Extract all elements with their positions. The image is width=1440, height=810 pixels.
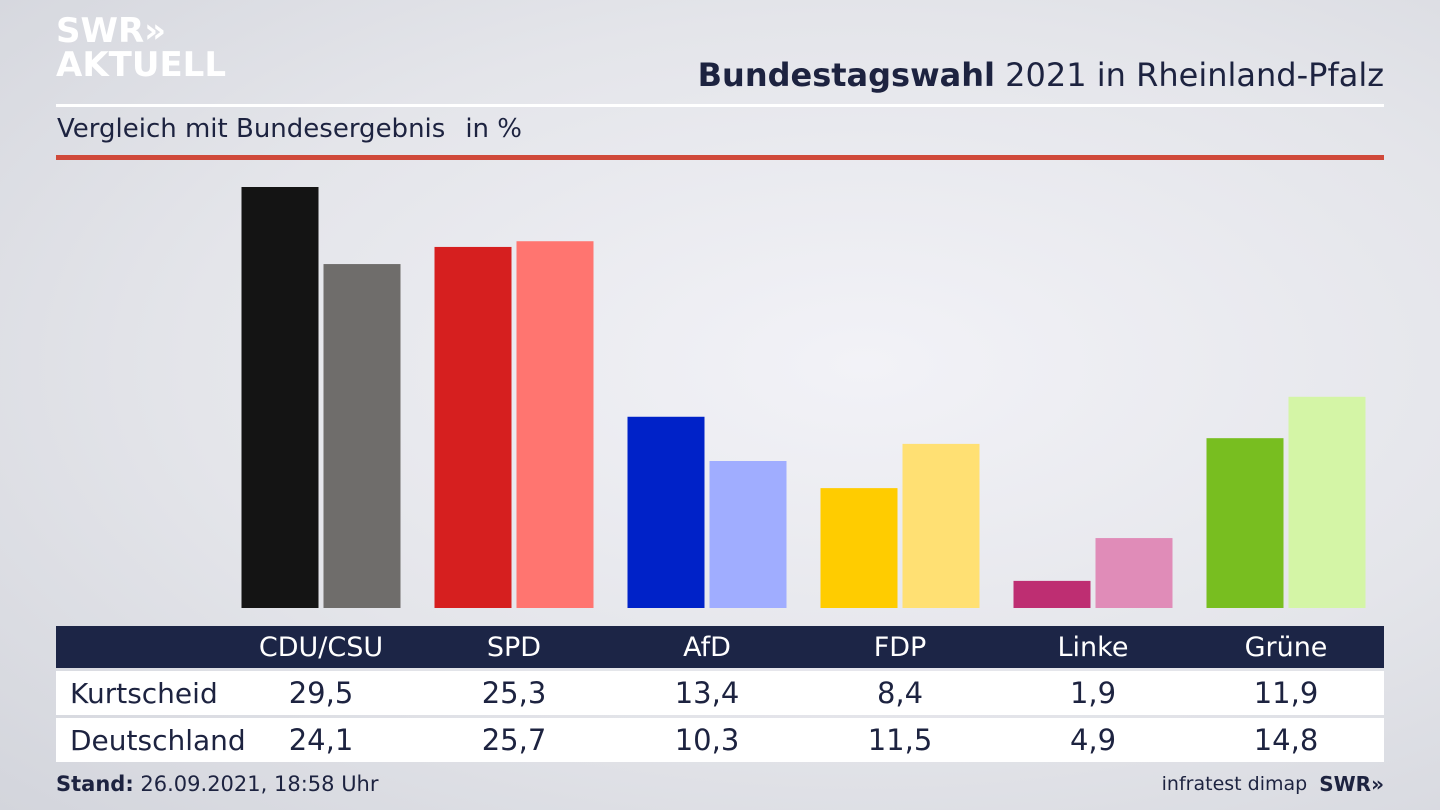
party-header: SPD [486,631,542,663]
page-title-rest: 2021 in Rheinland-Pfalz [1005,56,1384,94]
value-cell: 29,5 [288,676,354,710]
subtitle-unit: in % [465,114,522,144]
value-cell: 14,8 [1253,723,1319,757]
value-cell: 13,4 [674,676,740,710]
brand-chevrons-icon: » [1371,772,1384,796]
table-header-row: CDU/CSU SPD AfD FDP Linke Grüne [56,626,1384,668]
bar-kurtscheid-1 [434,246,512,609]
logo-line-1: SWR [56,11,145,51]
header-divider [56,104,1384,107]
stand-value: 26.09.2021, 18:58 Uhr [140,772,379,796]
bar-deutschland-1 [516,241,594,608]
bar-deutschland-2 [709,461,787,608]
party-header: FDP [873,631,927,663]
bar-kurtscheid-3 [820,488,898,608]
value-cell: 1,9 [1069,676,1117,710]
party-header: Grüne [1244,631,1328,663]
source-credit: infratest dimap SWR» [1162,772,1384,796]
logo-chevrons-icon: » [144,11,167,51]
accent-rule [56,155,1384,160]
chart-subtitle: Vergleich mit Bundesergebnis in % [57,114,522,144]
row-label: Kurtscheid [70,676,218,710]
bar-chart [241,187,1366,609]
page-title-bold: Bundestagswahl [697,56,995,94]
table-row: Kurtscheid 29,5 25,3 13,4 8,4 1,9 11,9 [56,671,1384,715]
value-cell: 11,9 [1253,676,1319,710]
brand-text: SWR [1319,772,1372,796]
table-row: Deutschland 24,1 25,7 10,3 11,5 4,9 14,8 [56,718,1384,762]
value-cell: 10,3 [674,723,740,757]
bar-deutschland-5 [1288,396,1366,608]
swr-brand: SWR» [1319,772,1384,796]
bar-kurtscheid-5 [1206,438,1284,608]
subtitle-text: Vergleich mit Bundesergebnis [57,114,446,144]
bar-kurtscheid-2 [627,416,705,608]
party-header: AfD [683,631,731,663]
value-cell: 25,3 [481,676,547,710]
bar-deutschland-0 [323,264,401,608]
row-label: Deutschland [70,723,246,757]
logo-line-2: AKTUELL [56,45,227,85]
value-cell: 4,9 [1069,723,1117,757]
swr-aktuell-logo: SWR» AKTUELL [56,14,226,82]
stand-label: Stand: [56,772,134,796]
party-header: CDU/CSU [258,631,384,663]
value-cell: 11,5 [867,723,933,757]
bar-kurtscheid-4 [1013,580,1091,608]
value-cell: 8,4 [876,676,924,710]
value-cell: 25,7 [481,723,547,757]
bar-deutschland-4 [1095,538,1173,608]
bar-kurtscheid-0 [241,187,319,608]
page-title: Bundestagswahl 2021 in Rheinland-Pfalz [698,56,1384,94]
source-text: infratest dimap [1161,773,1308,795]
results-table: CDU/CSU SPD AfD FDP Linke Grüne Kurtscheid 29… [56,626,1384,762]
bar-deutschland-3 [902,443,980,608]
party-header: Linke [1057,631,1129,663]
timestamp: Stand: 26.09.2021, 18:58 Uhr [56,772,379,796]
value-cell: 24,1 [288,723,354,757]
